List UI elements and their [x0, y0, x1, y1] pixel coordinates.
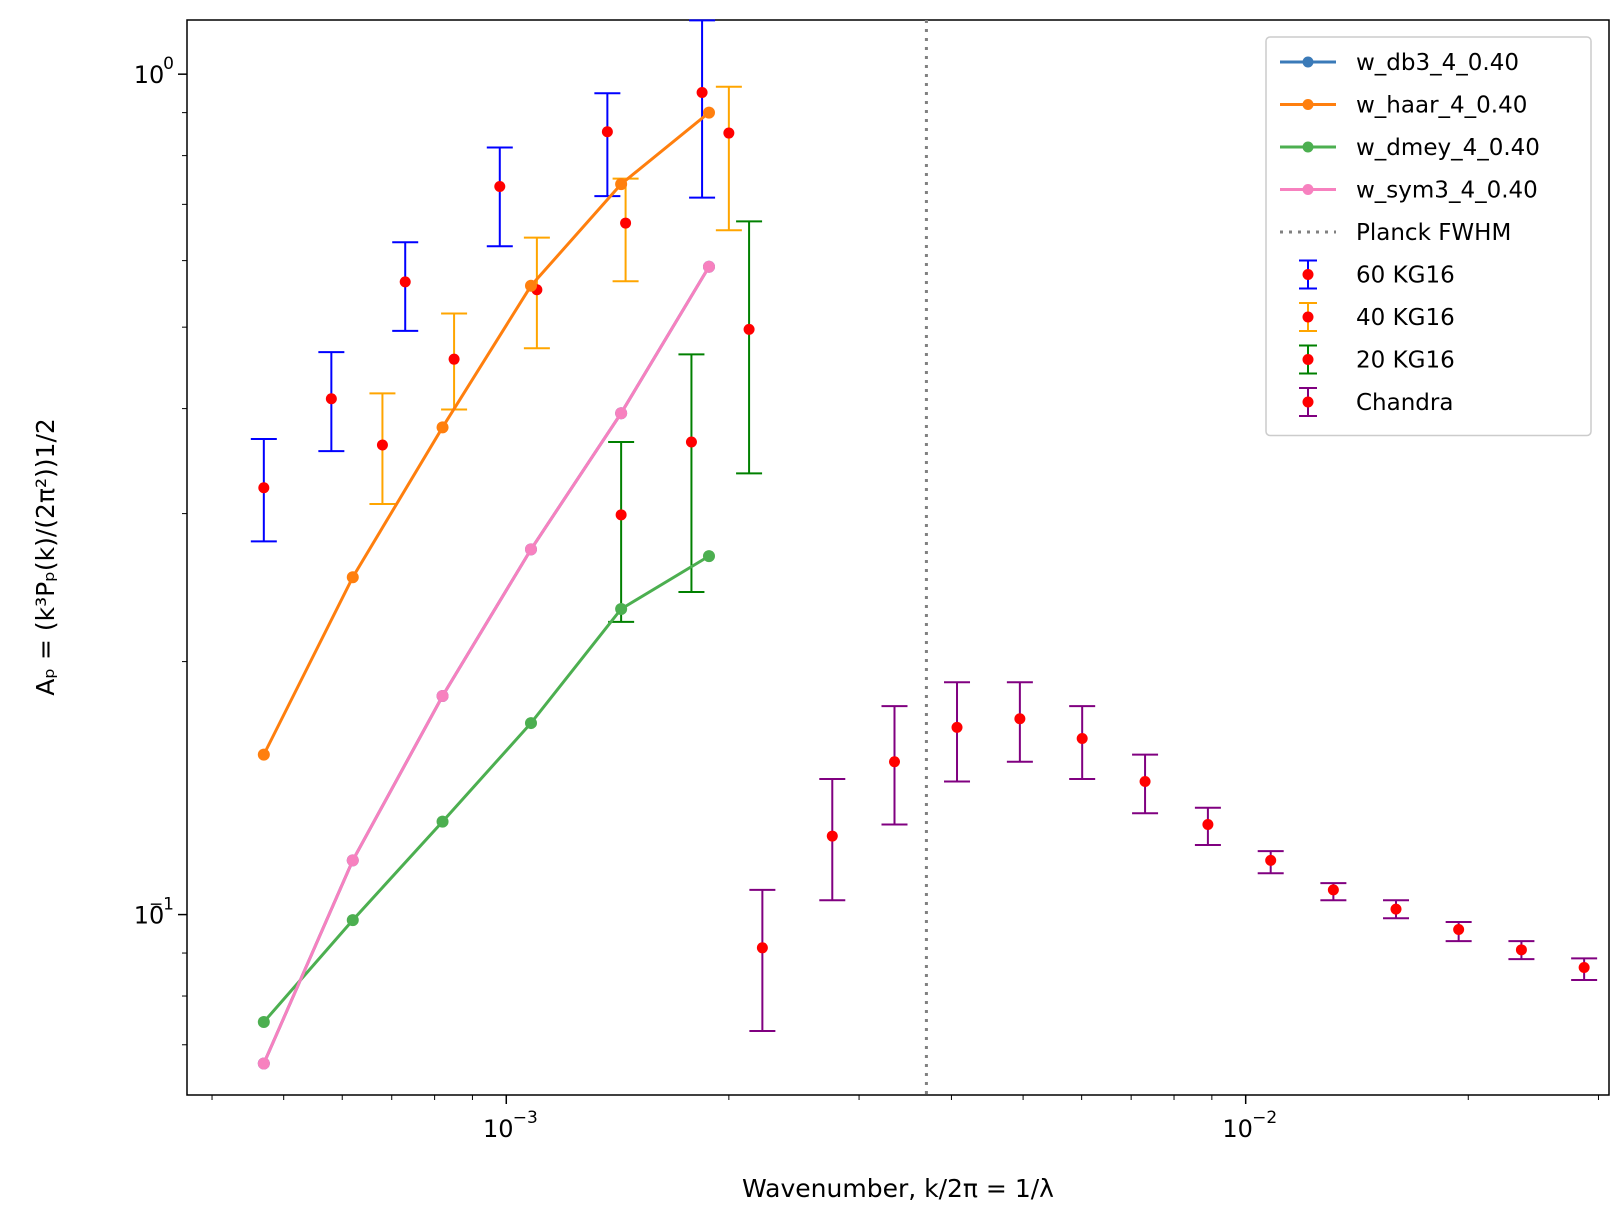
data-point [1515, 944, 1527, 956]
series-marker [346, 854, 359, 867]
series-marker [524, 543, 537, 556]
series-marker [702, 550, 715, 563]
legend-label: w_sym3_4_0.40 [1356, 178, 1538, 204]
series-line [262, 265, 711, 1065]
legend-marker-swatch [1302, 99, 1314, 110]
data-point [1453, 923, 1465, 935]
y-tick-exponent: 0 [163, 54, 174, 74]
legend-marker-swatch [1302, 354, 1314, 365]
line-series [257, 106, 715, 761]
errorbar-series [369, 85, 742, 506]
data-point [756, 942, 768, 954]
x-axis-label-text: Wavenumber, k/2π = 1/λ [742, 1174, 1054, 1203]
y-axis-label: Aₚ = (k³Pₚ(k)/(2π²))1/2 [31, 418, 60, 696]
legend-marker-swatch [1302, 269, 1314, 280]
series-marker [615, 407, 628, 420]
y-tick-label: 10 [134, 61, 165, 89]
y-axis-label-text: Aₚ = (k³Pₚ(k)/(2π²))1/2 [31, 418, 60, 696]
x-tick-label: 10 [1222, 1115, 1253, 1143]
legend-item: 20 KG16 [1299, 344, 1455, 375]
series-marker [346, 571, 359, 584]
legend-label: 40 KG16 [1356, 305, 1455, 331]
line-series [257, 550, 715, 1029]
legend-item: 60 KG16 [1299, 259, 1455, 290]
data-point [826, 830, 838, 842]
legend-label: 20 KG16 [1356, 348, 1455, 374]
data-point [1202, 818, 1214, 830]
data-point [723, 127, 735, 139]
legend-label: Chandra [1356, 390, 1453, 416]
legend-item: w_haar_4_0.40 [1280, 93, 1527, 119]
legend-item: w_sym3_4_0.40 [1280, 178, 1538, 204]
series-marker [615, 603, 628, 616]
plot-area [250, 19, 1598, 1095]
errorbar-series [749, 681, 1598, 1032]
legend-marker-swatch [1302, 141, 1314, 153]
data-point [620, 217, 632, 229]
data-point [1578, 962, 1590, 974]
errorbar-series [250, 19, 716, 543]
series-marker [257, 1057, 270, 1070]
y-tick-label: 10 [134, 902, 165, 930]
series-marker [524, 279, 537, 292]
data-point [951, 721, 963, 733]
legend-marker-swatch [1302, 311, 1314, 323]
data-point [1076, 733, 1088, 745]
legend-label: w_haar_4_0.40 [1356, 93, 1527, 119]
x-tick-exponent: −3 [513, 1108, 538, 1128]
data-point [743, 323, 755, 335]
legend-box [1265, 36, 1592, 437]
data-point [1327, 884, 1339, 896]
data-point [494, 181, 506, 193]
legend-item: w_db3_4_0.40 [1280, 50, 1519, 76]
line-series [257, 260, 715, 1070]
series-marker [436, 815, 449, 828]
series-marker [436, 421, 449, 434]
y-tick-exponent: −1 [149, 895, 174, 915]
series-marker [702, 106, 715, 119]
x-tick-exponent: −2 [1252, 1108, 1277, 1128]
data-point [696, 87, 708, 99]
data-point [376, 439, 388, 451]
series-marker [524, 717, 537, 730]
data-point [1014, 713, 1026, 725]
data-point [1390, 903, 1402, 915]
x-tick-label: 10 [483, 1115, 514, 1143]
data-point [601, 126, 613, 138]
x-axis-label: Wavenumber, k/2π = 1/λ [742, 1174, 1054, 1203]
legend-item: 40 KG16 [1299, 302, 1455, 332]
legend-label: w_db3_4_0.40 [1356, 50, 1519, 76]
data-point [258, 482, 270, 494]
legend: w_db3_4_0.40 w_haar_4_0.40 w_dmey_4_0.40 w_… [1265, 36, 1592, 437]
data-point [1265, 854, 1277, 866]
legend-item: Chandra [1299, 387, 1453, 417]
series-marker [615, 178, 628, 191]
series-marker [346, 914, 359, 927]
data-point [615, 509, 627, 521]
data-point [888, 756, 900, 768]
data-point [325, 393, 337, 405]
legend-marker-swatch [1302, 56, 1314, 68]
data-point [448, 353, 460, 365]
data-point [399, 276, 411, 288]
errorbar-series [608, 220, 763, 623]
legend-item: Planck FWHM [1280, 220, 1511, 246]
series-marker [257, 748, 270, 761]
data-point [685, 436, 697, 448]
legend-marker-swatch [1302, 396, 1314, 408]
legend-item: w_dmey_4_0.40 [1280, 135, 1540, 161]
data-point [1139, 775, 1151, 787]
series-line [262, 111, 710, 756]
legend-marker-swatch [1302, 184, 1314, 195]
series-marker [436, 690, 449, 703]
series-marker [257, 1016, 270, 1029]
series-marker [702, 260, 715, 273]
legend-label: Planck FWHM [1356, 220, 1511, 246]
series-line [262, 554, 710, 1024]
legend-label: w_dmey_4_0.40 [1356, 135, 1540, 161]
legend-label: 60 KG16 [1356, 263, 1455, 289]
